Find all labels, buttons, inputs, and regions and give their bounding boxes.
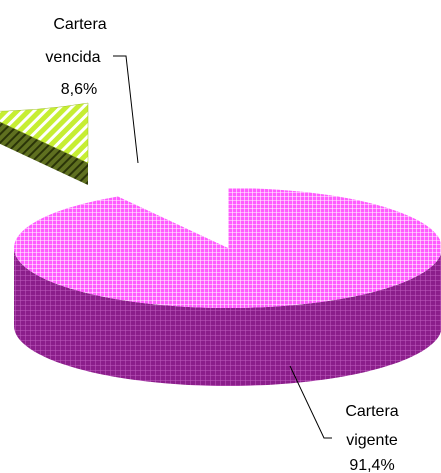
slice-label-cartera-vencida: Cartera vencida 8,6% bbox=[45, 16, 139, 164]
slice-vigente-side bbox=[14, 248, 441, 386]
slice-vencida-side bbox=[0, 121, 88, 185]
label-vigente-value: 91,4% bbox=[349, 457, 394, 473]
leader-line-vigente bbox=[289, 365, 332, 439]
slice-vigente-top bbox=[14, 188, 441, 308]
leader-line-vencida bbox=[113, 55, 139, 164]
label-vigente-line2: vigente bbox=[346, 432, 398, 449]
label-vencida-value: 8,6% bbox=[61, 81, 97, 98]
slice-vencida-top bbox=[0, 102, 89, 164]
slices-group bbox=[0, 102, 441, 386]
label-vencida-line2: vencida bbox=[45, 49, 100, 66]
slice-label-cartera-vigente: Cartera vigente 91,4% bbox=[289, 365, 399, 473]
label-vencida-line1: Cartera bbox=[53, 16, 106, 33]
label-vigente-line1: Cartera bbox=[345, 403, 398, 420]
